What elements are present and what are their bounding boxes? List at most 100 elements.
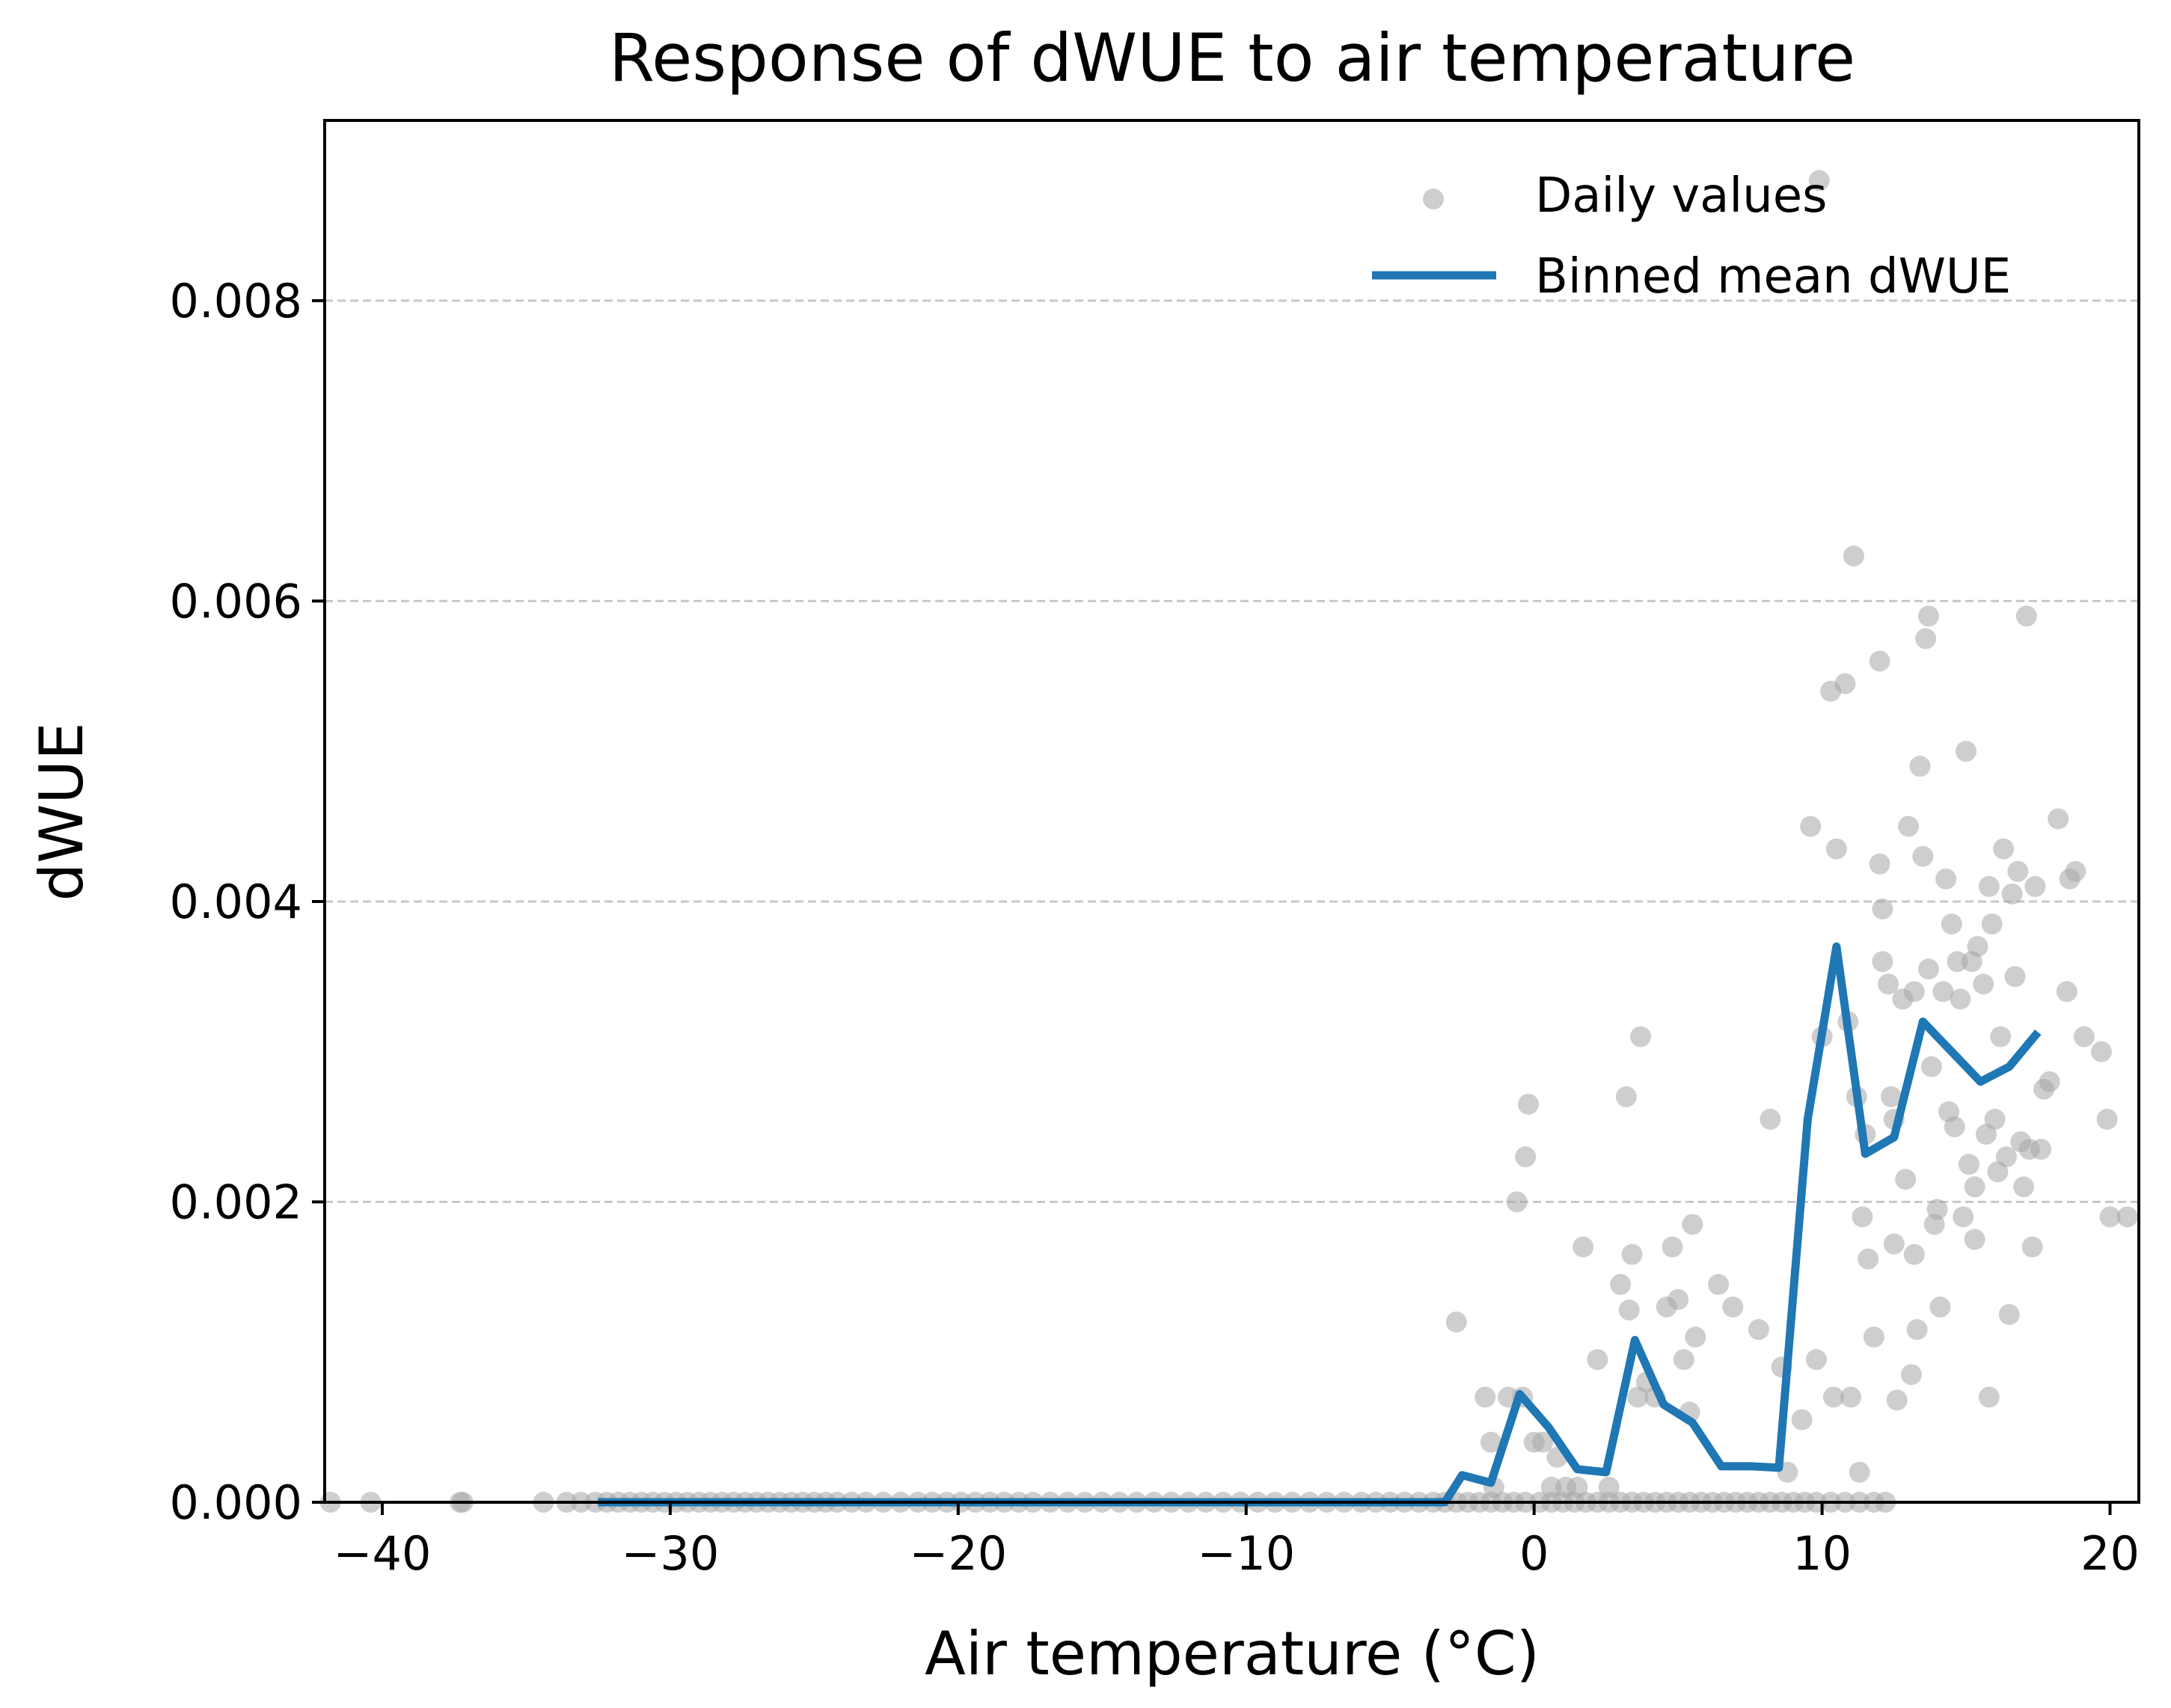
scatter-point-121 (1598, 1476, 1620, 1498)
scatter-point-161 (1869, 650, 1890, 672)
scatter-point-111 (1517, 1093, 1539, 1115)
scatter-point-224 (2056, 981, 2077, 1003)
scatter-point-215 (2013, 1176, 2035, 1198)
y-tick-label-1: 0.002 (170, 1175, 303, 1229)
x-tick-label-3: −10 (1197, 1526, 1295, 1581)
scatter-point-182 (1920, 1056, 1942, 1077)
scatter-point-173 (1900, 1364, 1922, 1386)
scatter-point-211 (2001, 883, 2023, 904)
scatter-point-207 (1990, 1026, 2012, 1047)
scatter-point-208 (1993, 838, 2015, 860)
scatter-point-151 (1834, 673, 1856, 694)
scatter-point-105 (1475, 1386, 1496, 1408)
scatter-point-222 (2039, 1071, 2060, 1092)
x-tick-label-6: 20 (2080, 1526, 2140, 1581)
scatter-point-140 (1760, 1109, 1781, 1130)
y-axis-label: dWUE (27, 723, 97, 902)
scatter-point-123 (1615, 1086, 1637, 1107)
scatter-point-205 (1984, 1109, 2006, 1130)
legend-marker-scatter (1423, 189, 1444, 209)
gridlines (325, 299, 2139, 1203)
scatter-point-153 (1840, 1386, 1862, 1408)
scatter-point-194 (1956, 741, 1977, 762)
x-tick-label-2: −20 (909, 1526, 1007, 1581)
legend-label-line: Binned mean dWUE (1535, 249, 2011, 304)
scatter-point-189 (1941, 913, 1962, 935)
scatter-point-171 (1895, 1169, 1917, 1190)
scatter-point-176 (1906, 1319, 1928, 1341)
legend: Daily values Binned mean dWUE (1372, 168, 2011, 304)
scatter-point-163 (1872, 898, 1893, 919)
scatter-point-199 (1967, 936, 1988, 958)
scatter-point-109 (1506, 1191, 1528, 1213)
scatter-point-227 (2073, 1026, 2095, 1047)
scatter-point-172 (1898, 815, 1920, 837)
x-tick-label-4: 0 (1519, 1526, 1549, 1581)
scatter-point-191 (1947, 951, 1968, 973)
scatter-point-118 (1567, 1476, 1588, 1498)
scatter-point-228 (2090, 1041, 2112, 1062)
scatter-point-125 (1621, 1243, 1643, 1265)
scatter-point-114 (1532, 1431, 1554, 1453)
scatter-point-218 (2021, 1236, 2043, 1258)
scatter-point-229 (2096, 1109, 2118, 1130)
scatter-point-226 (2065, 860, 2086, 882)
chart-title: Response of dWUE to air temperature (609, 19, 1855, 97)
scatter-point-115 (1540, 1476, 1562, 1498)
scatter-point-150 (1825, 838, 1847, 860)
y-tick-label-3: 0.006 (170, 574, 303, 628)
scatter-point-195 (1958, 1154, 1979, 1175)
scatter-point-186 (1932, 981, 1954, 1003)
scatter-point-104 (1445, 1311, 1467, 1333)
plot-area-frame (323, 119, 2140, 1504)
scatter-point-164 (1872, 951, 1893, 973)
scatter-point-210 (1998, 1304, 2020, 1326)
scatter-point-119 (1573, 1236, 1594, 1258)
scatter-point-138 (1722, 1297, 1744, 1318)
scatter-point-135 (1682, 1213, 1703, 1235)
scatter-point-185 (1929, 1297, 1951, 1318)
scatter-point-177 (1909, 756, 1931, 777)
scatter-point-192 (1950, 988, 1971, 1010)
scatter-point-175 (1903, 1243, 1925, 1265)
scatter-point-144 (1800, 815, 1822, 837)
scatter-point-212 (2004, 966, 2026, 988)
scatter-point-203 (1978, 1386, 2000, 1408)
scatter-point-169 (1886, 1389, 1908, 1411)
x-tick-label-1: −30 (621, 1526, 719, 1581)
scatter-point-178 (1912, 845, 1934, 867)
scatter-point-162 (1869, 853, 1890, 875)
scatter-point-136 (1685, 1326, 1706, 1348)
scatter-point-132 (1668, 1288, 1689, 1310)
scatter-point-213 (2007, 860, 2029, 882)
scatter-point-220 (2030, 1139, 2052, 1160)
scatter-point-197 (1964, 1176, 1985, 1198)
scatter-point-160 (1863, 1326, 1884, 1348)
scatter-point-219 (2024, 875, 2046, 897)
scatter-point-139 (1748, 1319, 1769, 1341)
scatter-point-159 (1858, 1248, 1879, 1270)
scatter-point-106 (1480, 1431, 1501, 1453)
scatter-point-156 (1849, 1461, 1870, 1483)
scatter-point-179 (1915, 628, 1937, 649)
scatter-point-180 (1918, 605, 1940, 627)
y-tick-label-4: 0.008 (170, 274, 303, 328)
scatter-point-190 (1944, 1116, 1965, 1138)
x-axis-ticks: −40 −30 −20 −10 0 10 20 (334, 1502, 2140, 1581)
y-tick-label-0: 0.000 (170, 1475, 303, 1530)
y-axis-ticks: 0.000 0.002 0.004 0.006 0.008 (170, 274, 325, 1530)
scatter-point-137 (1708, 1273, 1730, 1295)
scatter-point-209 (1995, 1146, 2017, 1168)
scatter-point-146 (1808, 170, 1830, 192)
scatter-point-149 (1822, 1386, 1844, 1408)
scatter-point-157 (1852, 1206, 1873, 1228)
scatter-point-187 (1935, 868, 1957, 890)
scatter-point-184 (1926, 1199, 1948, 1220)
scatter-point-198 (1964, 1228, 1985, 1250)
scatter-point-181 (1918, 958, 1940, 980)
scatter-point-124 (1618, 1300, 1640, 1321)
scatter-point-127 (1630, 1026, 1652, 1047)
scatter-series (319, 170, 2138, 1513)
binned-mean-line (598, 942, 2042, 1507)
